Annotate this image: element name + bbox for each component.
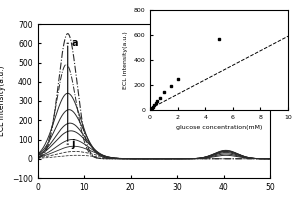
X-axis label: glucose concentration(mM): glucose concentration(mM) [176,125,262,130]
Text: a: a [71,38,78,48]
Y-axis label: ECL intensity(a.u.): ECL intensity(a.u.) [123,31,128,89]
Text: j: j [71,139,75,149]
Y-axis label: ECL intensity(a.u.): ECL intensity(a.u.) [0,66,6,136]
